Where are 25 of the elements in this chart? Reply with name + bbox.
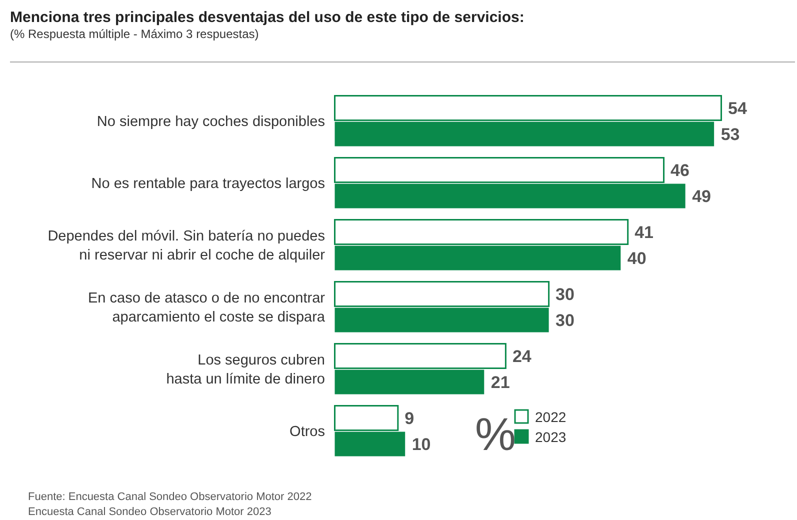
legend-label: 2023 [535, 429, 566, 445]
data-label: 49 [692, 187, 711, 206]
data-label: 41 [634, 223, 654, 242]
data-label: 30 [556, 285, 574, 304]
data-label: 30 [556, 311, 574, 330]
y-tick-label: Dependes del móvil. Sin batería no puedes ni reservar ni abrir el coche de alquiler [48, 228, 326, 264]
y-tick-label: No es rentable para trayectos largos [91, 176, 325, 192]
y-tick-label: No siempre hay coches disponibles [96, 114, 325, 130]
y-tick-label: Otros [290, 424, 325, 440]
legend-title: % [475, 408, 516, 460]
data-label: 54 [728, 99, 748, 118]
text: (% Respuesta múltiple - Máximo 3 respuestas) [10, 27, 259, 41]
data-label: 53 [720, 125, 740, 144]
legend-label: 2022 [535, 409, 566, 425]
data-label: 24 [512, 347, 532, 366]
data-label: 21 [490, 373, 510, 392]
y-tick-label: Los seguros cubren hasta un límite de dinero [166, 352, 325, 388]
source-note: Fuente: Encuesta Canal Sondeo Observatorio Motor 2022 [28, 491, 312, 503]
data-label: 9 [404, 409, 414, 428]
data-label: 40 [627, 249, 646, 268]
data-label: 10 [412, 435, 431, 454]
y-tick-label: En caso de atasco o de no encontrar aparcamiento el coste se dispara [88, 290, 326, 326]
chart-title: Menciona tres principales desventajas del uso de este tipo de servicios: [10, 9, 524, 26]
data-label: 46 [670, 161, 690, 180]
text: Encuesta Canal Sondeo Observatorio Motor 2023 [28, 506, 272, 518]
